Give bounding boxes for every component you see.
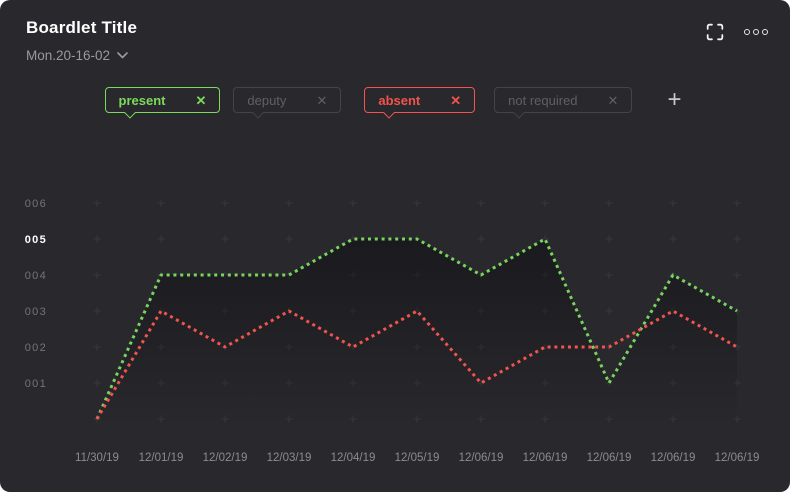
chevron-down-icon xyxy=(117,46,128,64)
y-axis-label: 003 xyxy=(25,306,47,318)
dot xyxy=(743,28,750,36)
add-filter-button[interactable]: + xyxy=(663,88,685,112)
date-selector[interactable]: Mon.20-16-02 xyxy=(26,46,137,64)
filter-chip-absent[interactable]: absent ✕ xyxy=(364,87,476,119)
chip-label: absent xyxy=(378,92,421,108)
chip-label: not required xyxy=(508,92,578,108)
present-area-fill xyxy=(97,239,737,427)
ellipsis-dots xyxy=(743,28,768,36)
x-axis-label: 12/06/19 xyxy=(587,452,632,464)
filter-chip-deputy[interactable]: deputy ✕ xyxy=(233,87,342,119)
x-axis-label: 11/30/19 xyxy=(75,452,119,464)
header: Boardlet Title Mon.20-16-02 xyxy=(26,18,768,64)
y-axis-label: 005 xyxy=(25,234,47,246)
remove-chip-icon[interactable]: ✕ xyxy=(195,92,207,108)
page-title: Boardlet Title xyxy=(26,18,138,37)
present-line xyxy=(95,237,738,420)
expand-icon[interactable] xyxy=(706,23,724,41)
x-axis-label: 12/03/19 xyxy=(267,452,312,464)
y-axis-label: 004 xyxy=(25,270,47,282)
remove-chip-icon[interactable]: ✕ xyxy=(607,92,619,108)
x-axis-label: 12/06/19 xyxy=(523,452,568,464)
y-axis-label: 006 xyxy=(25,198,47,210)
dot xyxy=(761,28,768,36)
filter-chip-row: present ✕ deputy ✕ absent ✕ not required… xyxy=(0,87,790,119)
y-axis-label: 001 xyxy=(25,378,47,390)
x-axis-label: 12/04/19 xyxy=(331,452,376,464)
header-left: Boardlet Title Mon.20-16-02 xyxy=(26,18,137,64)
header-icons xyxy=(706,23,768,41)
x-axis-label: 12/02/19 xyxy=(203,452,248,464)
x-axis-label: 12/01/19 xyxy=(139,452,184,464)
filter-chip-present[interactable]: present ✕ xyxy=(104,87,221,119)
date-selector-label: Mon.20-16-02 xyxy=(26,47,111,63)
dot xyxy=(752,28,759,36)
chip-label: deputy xyxy=(247,92,287,108)
y-axis-label: 002 xyxy=(25,342,47,354)
x-axis-label: 12/06/19 xyxy=(651,452,696,464)
x-axis-label: 12/06/19 xyxy=(459,452,504,464)
remove-chip-icon[interactable]: ✕ xyxy=(450,92,462,108)
chip-label: present xyxy=(118,92,166,108)
x-axis-label: 12/06/19 xyxy=(715,452,760,464)
x-axis-label: 12/05/19 xyxy=(395,452,440,464)
filter-chip-not-required[interactable]: not required ✕ xyxy=(494,87,633,119)
remove-chip-icon[interactable]: ✕ xyxy=(316,92,328,108)
ellipsis-menu-icon[interactable] xyxy=(743,28,768,36)
